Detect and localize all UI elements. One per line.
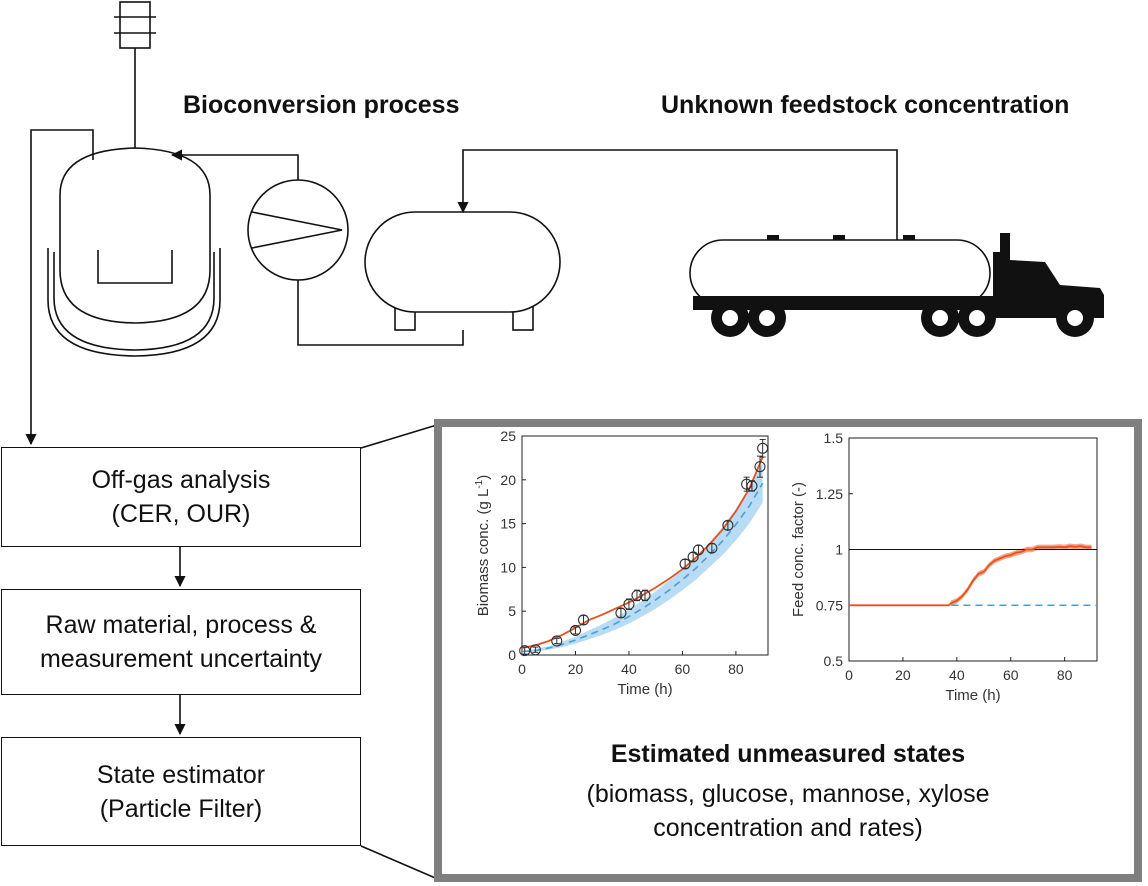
feed-y-axis-label: Feed conc. factor (-)	[790, 482, 807, 617]
biomass-x-axis-label: Time (h)	[617, 681, 672, 698]
biomass-measurement-point	[746, 480, 758, 492]
estimated-states-line2: concentration and rates)	[653, 814, 923, 842]
biomass-y-tick-label: 0	[508, 647, 516, 663]
offgas-analysis-line1: Off-gas analysis	[91, 466, 271, 494]
storage-tank-icon	[364, 211, 561, 331]
biomass-measurement-point	[529, 644, 541, 656]
biomass-y-axis-label: Biomass conc. (g L-1)	[474, 475, 492, 616]
biomass-measurement-point	[757, 442, 769, 454]
biomass-y-tick-label: 25	[500, 428, 516, 444]
biomass-y-tick-label: 15	[500, 516, 516, 532]
biomass-y-axis-label-main: Biomass conc. (g L	[475, 489, 492, 617]
tank-to-pump-line	[297, 280, 464, 346]
uncertainty-line1: Raw material, process &	[45, 611, 317, 639]
biomass-y-tick-label: 5	[508, 603, 516, 619]
biomass-open-loop-band	[522, 462, 763, 653]
feed-x-tick-label: 60	[1003, 667, 1019, 683]
process-heading: Bioconversion process	[183, 91, 460, 119]
biomass-measurement-point	[679, 558, 691, 570]
state-estimator-line2: (Particle Filter)	[99, 794, 263, 823]
feed-y-tick-label: 0.5	[824, 653, 844, 669]
feed-factor-chart: 0 20 40 60 80 0.5 0.75 1 1.25 1.5 Time (h) Feed con…	[790, 430, 1098, 704]
biomass-measurement-point	[577, 614, 590, 626]
pump-icon	[247, 179, 349, 281]
estimated-states-description: (biomass, glucose, mannose, xylose conce…	[434, 777, 1142, 845]
state-estimator-line1: State estimator	[96, 760, 266, 789]
motor-icon	[114, 1, 156, 49]
feed-x-tick-label: 0	[845, 667, 853, 683]
pump-to-reactor-line	[170, 149, 299, 180]
feed-estimate-line	[849, 545, 1092, 607]
biomass-measurement-point	[519, 645, 531, 657]
biomass-x-tick-label: 0	[518, 661, 526, 677]
feed-y-tick-label: 1.5	[824, 430, 844, 446]
feed-x-tick-label: 40	[949, 667, 965, 683]
biomass-open-loop-line	[521, 482, 764, 653]
estimated-states-title: Estimated unmeasured states	[610, 740, 966, 768]
biomass-y-axis-label-close: )	[475, 475, 492, 480]
biomass-measurement-point	[692, 544, 705, 556]
biomass-measurement-point	[631, 589, 643, 601]
biomass-x-tick-label: 80	[728, 661, 744, 677]
biomass-measurement-point	[639, 589, 651, 601]
tanker-truck-icon	[689, 233, 1104, 337]
feed-y-tick-label: 0.75	[816, 597, 843, 613]
biomass-chart: 0 20 40 60 80 0 5 10 15 20 25 Time (h) Biomass conc.…	[474, 428, 769, 698]
truck-to-tank-line	[457, 149, 898, 240]
feedstock-heading: Unknown feedstock concentration	[661, 91, 1070, 119]
bioreactor-icon	[47, 147, 221, 357]
biomass-measurement-point	[722, 519, 734, 531]
zoom-line-bottom	[360, 845, 441, 881]
feed-x-tick-label: 80	[1057, 667, 1073, 683]
biomass-y-axis-label-exponent: -1	[474, 479, 485, 488]
biomass-y-tick-label: 10	[500, 559, 516, 575]
feed-x-tick-label: 20	[895, 667, 911, 683]
uncertainty-line2: measurement uncertainty	[39, 645, 323, 673]
feed-y-tick-label: 1.25	[816, 486, 843, 502]
zoom-line-top	[360, 423, 441, 449]
biomass-measurement-point	[569, 624, 582, 637]
biomass-x-tick-label: 20	[568, 661, 584, 677]
offgas-analysis-box: Off-gas analysis (CER, OUR)	[1, 447, 361, 547]
biomass-measurement-point	[754, 461, 766, 473]
biomass-measurement-point	[615, 607, 627, 619]
biomass-y-tick-label: 20	[500, 472, 516, 488]
estimated-states-line1: (biomass, glucose, mannose, xylose	[586, 780, 990, 808]
biomass-measurement-point	[623, 598, 635, 610]
biomass-measurement-point	[687, 551, 699, 563]
biomass-measurement-point	[551, 635, 563, 647]
biomass-measurement-point	[706, 542, 718, 554]
feed-y-tick-label: 1	[835, 542, 843, 558]
biomass-x-tick-label: 40	[621, 661, 637, 677]
state-estimator-box: State estimator (Particle Filter)	[1, 737, 361, 846]
uncertainty-box: Raw material, process & measurement unce…	[1, 589, 361, 695]
offgas-analysis-line2: (CER, OUR)	[111, 500, 251, 528]
biomass-x-tick-label: 60	[675, 661, 691, 677]
off-gas-line	[25, 129, 94, 446]
feed-x-axis-label: Time (h)	[945, 687, 1000, 704]
